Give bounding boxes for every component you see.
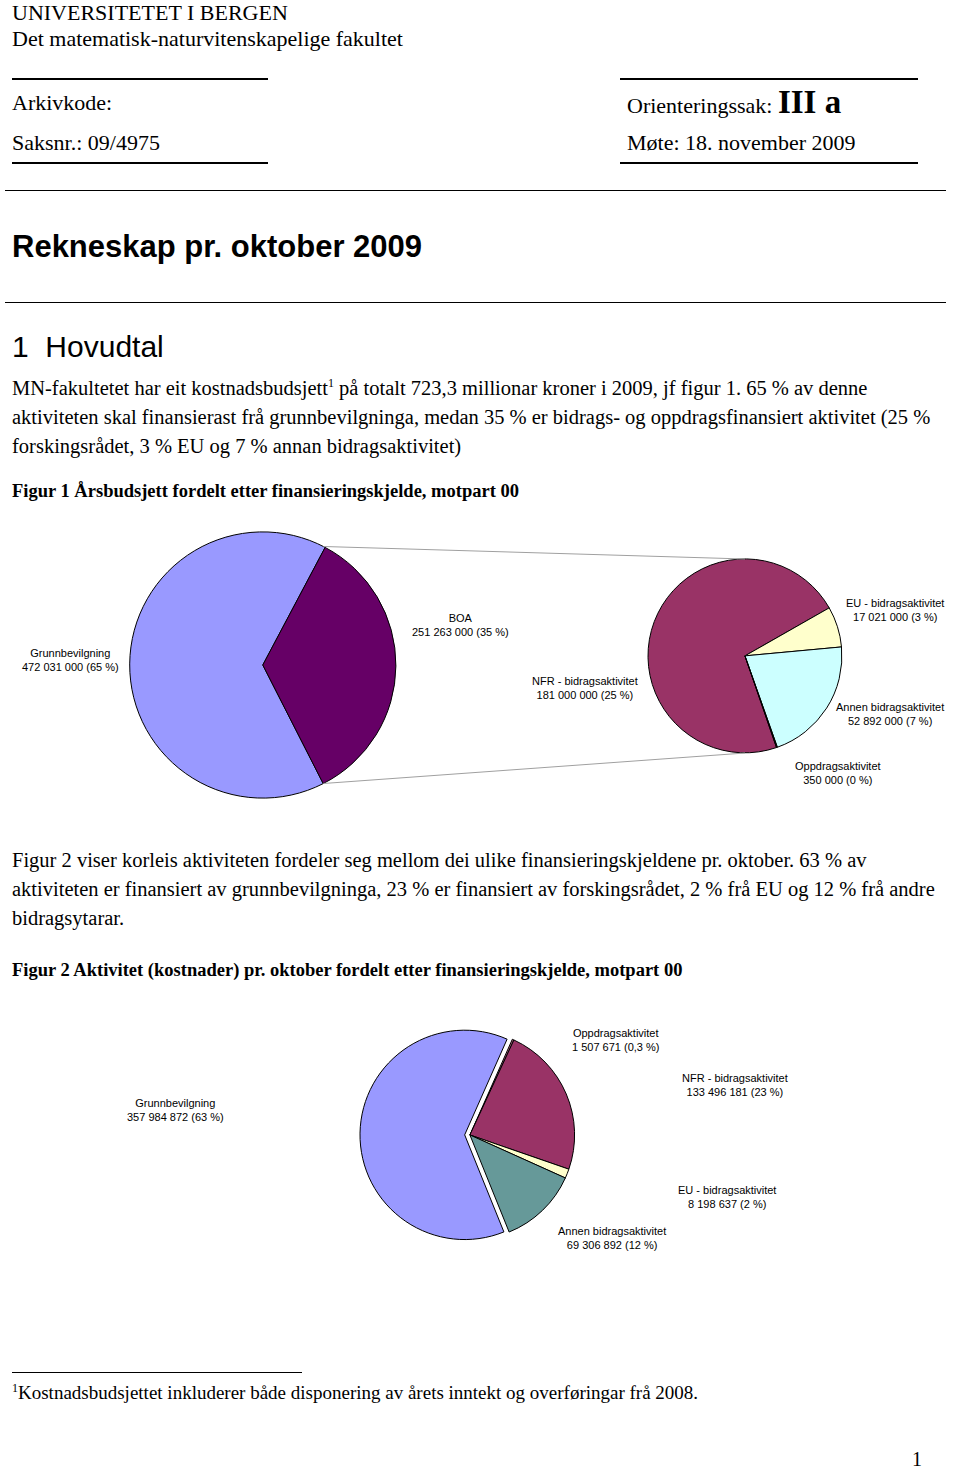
svg-text:Oppdragsaktivitet1 507 671 (0,: Oppdragsaktivitet1 507 671 (0,3 %) [572, 1027, 659, 1053]
svg-text:NFR - bidragsaktivitet133 496: NFR - bidragsaktivitet133 496 181 (23 %) [682, 1072, 788, 1098]
svg-text:Annen bidragsaktivitet69 306 8: Annen bidragsaktivitet69 306 892 (12 %) [558, 1225, 666, 1251]
html-text:Saksnr.: 09/4975: Saksnr.: 09/4975 [12, 130, 160, 155]
svg-text:BOA251 263 000 (35 %): BOA251 263 000 (35 %) [412, 612, 509, 638]
html-text:Figur 2 Aktivitet (kostnader): Figur 2 Aktivitet (kostnader) pr. oktobe… [12, 960, 683, 980]
html-text:UNIVERSITETET I BERGEN: UNIVERSITETET I BERGEN [12, 0, 288, 25]
html-text:Orienteringssak:III a: Orienteringssak:III a [627, 84, 842, 120]
html-text:1Kostnadsbudsjettet inkluderer: 1Kostnadsbudsjettet inkluderer både disp… [12, 1380, 699, 1403]
svg-text:EU - bidragsaktivitet17 021 00: EU - bidragsaktivitet17 021 000 (3 %) [846, 597, 944, 623]
html-text:1: 1 [12, 330, 29, 363]
svg-text:Grunnbevilgning357 984 872 (63: Grunnbevilgning357 984 872 (63 %) [127, 1097, 224, 1123]
svg-text:Grunnbevilgning472 031 000 (65: Grunnbevilgning472 031 000 (65 %) [22, 647, 119, 673]
html-text:1: 1 [912, 1448, 922, 1470]
svg-text:Annen bidragsaktivitet52 892 0: Annen bidragsaktivitet52 892 000 (7 %) [836, 701, 944, 727]
html-text:Arkivkode:: Arkivkode: [12, 90, 113, 115]
html-text:Rekneskap pr. oktober 2009: Rekneskap pr. oktober 2009 [12, 229, 423, 264]
svg-text:EU - bidragsaktivitet8 198 637: EU - bidragsaktivitet8 198 637 (2 %) [678, 1184, 776, 1210]
html-text:Møte: 18. november 2009: Møte: 18. november 2009 [627, 130, 856, 155]
html-text:Det matematisk-naturvitenskape: Det matematisk-naturvitenskapelige fakul… [12, 26, 403, 51]
svg-text:NFR - bidragsaktivitet181 000: NFR - bidragsaktivitet181 000 000 (25 %) [532, 675, 638, 701]
svg-text:Oppdragsaktivitet350 000 (0 %): Oppdragsaktivitet350 000 (0 %) [795, 760, 881, 786]
html-text:Figur 1 Årsbudsjett fordelt et: Figur 1 Årsbudsjett fordelt etter finans… [12, 481, 519, 501]
html-text:Hovudtal: Hovudtal [45, 330, 164, 363]
html-text:MN-fakultetet har eit kostnads: MN-fakultetet har eit kostnadsbudsjett1p… [12, 376, 931, 457]
html-text:Figur 2 viser korleis aktivite: Figur 2 viser korleis aktiviteten fordel… [12, 849, 935, 929]
